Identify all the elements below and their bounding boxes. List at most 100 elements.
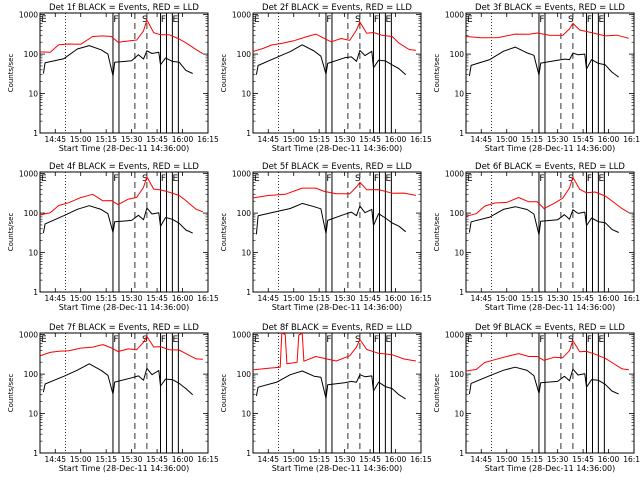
x-tick-label: 14:45 bbox=[470, 135, 492, 144]
panel-title: Det 9f BLACK = Events, RED = LLD bbox=[475, 323, 625, 333]
marker-label: F bbox=[161, 15, 166, 25]
x-tick-label: 15:15 bbox=[95, 294, 117, 303]
x-tick-label: 15:15 bbox=[308, 455, 330, 464]
marker-label: F bbox=[326, 174, 331, 184]
panel-title: Det 4f BLACK = Events, RED = LLD bbox=[49, 162, 199, 172]
marker-label: E bbox=[599, 335, 605, 345]
panel-title: Det 7f BLACK = Events, RED = LLD bbox=[49, 323, 199, 333]
x-tick-label: 14:45 bbox=[44, 455, 66, 464]
y-axis-label: Counts/sec bbox=[220, 213, 228, 252]
y-axis-label: Counts/sec bbox=[433, 54, 441, 93]
marker-label: E bbox=[386, 174, 392, 184]
x-tick-label: 16:00 bbox=[385, 135, 407, 144]
x-tick-label: 15:00 bbox=[70, 455, 92, 464]
x-tick-label: 16:15 bbox=[623, 455, 640, 464]
x-tick-label: 16:00 bbox=[598, 294, 620, 303]
y-tick-label: 1 bbox=[246, 288, 251, 297]
y-axis-label: Counts/sec bbox=[7, 374, 15, 413]
s-marker-label: S bbox=[355, 335, 361, 345]
x-tick-label: 15:45 bbox=[359, 135, 381, 144]
s-marker-label: S bbox=[142, 15, 148, 25]
marker-label: E bbox=[386, 335, 392, 345]
x-tick-label: 14:45 bbox=[470, 455, 492, 464]
x-tick-label: 16:15 bbox=[410, 135, 432, 144]
marker-label: F bbox=[587, 15, 592, 25]
x-tick-label: 16:15 bbox=[410, 455, 432, 464]
y-axis-label: Counts/sec bbox=[220, 54, 228, 93]
x-axis-label: Start Time (28-Dec-11 14:36:00) bbox=[59, 303, 190, 312]
y-tick-label: 10 bbox=[454, 249, 464, 258]
y-axis-label: Counts/sec bbox=[7, 213, 15, 252]
x-tick-label: 15:15 bbox=[521, 455, 543, 464]
y-axis-label: Counts/sec bbox=[433, 374, 441, 413]
events-series-line bbox=[42, 45, 193, 77]
y-tick-label: 100 bbox=[24, 209, 39, 218]
x-tick-label: 16:00 bbox=[172, 455, 194, 464]
y-tick-label: 10 bbox=[28, 90, 38, 99]
y-tick-label: 100 bbox=[24, 50, 39, 59]
x-tick-label: 15:45 bbox=[359, 455, 381, 464]
x-tick-label: 15:15 bbox=[308, 135, 330, 144]
marker-label: F bbox=[587, 174, 592, 184]
panel-title: Det 1f BLACK = Events, RED = LLD bbox=[49, 3, 199, 13]
panel-det-3: Det 3f BLACK = Events, RED = LLD Start Ti… bbox=[433, 3, 640, 153]
plot-frame bbox=[252, 171, 422, 293]
edge-marker-label: E bbox=[467, 335, 473, 345]
x-tick-label: 15:15 bbox=[521, 135, 543, 144]
events-series-line bbox=[255, 202, 407, 235]
panel-title: Det 6f BLACK = Events, RED = LLD bbox=[475, 162, 625, 172]
x-tick-label: 15:00 bbox=[496, 294, 518, 303]
panel-det-1: Det 1f BLACK = Events, RED = LLD Start Ti… bbox=[7, 3, 219, 153]
x-tick-label: 15:00 bbox=[70, 135, 92, 144]
lld-series-line bbox=[252, 332, 416, 371]
events-series-line bbox=[255, 44, 407, 76]
y-tick-label: 1 bbox=[33, 288, 38, 297]
x-axis-label: Start Time (28-Dec-11 14:36:00) bbox=[272, 144, 403, 153]
plot-frame bbox=[39, 171, 209, 293]
y-axis-label: Counts/sec bbox=[433, 213, 441, 252]
x-axis-label: Start Time (28-Dec-11 14:36:00) bbox=[485, 464, 616, 473]
x-tick-label: 14:45 bbox=[470, 294, 492, 303]
y-tick-label: 1000 bbox=[19, 11, 38, 20]
x-axis-label: Start Time (28-Dec-11 14:36:00) bbox=[59, 144, 190, 153]
x-tick-label: 15:15 bbox=[308, 294, 330, 303]
y-tick-label: 1 bbox=[459, 129, 464, 138]
lld-series-line bbox=[252, 21, 416, 53]
events-series-line bbox=[468, 206, 619, 236]
panel-det-5: Det 5f BLACK = Events, RED = LLD Start Ti… bbox=[220, 162, 432, 312]
x-tick-label: 16:00 bbox=[172, 294, 194, 303]
marker-label: F bbox=[113, 15, 118, 25]
events-series-line bbox=[42, 363, 194, 396]
x-tick-label: 15:45 bbox=[359, 294, 381, 303]
plot-frame bbox=[465, 171, 635, 293]
y-tick-label: 10 bbox=[241, 410, 251, 419]
panel-det-8: Det 8f BLACK = Events, RED = LLD Start Ti… bbox=[220, 323, 432, 473]
plot-frame bbox=[465, 332, 635, 454]
y-tick-label: 1 bbox=[33, 449, 38, 458]
y-tick-label: 100 bbox=[450, 209, 465, 218]
x-tick-label: 16:00 bbox=[172, 135, 194, 144]
y-tick-label: 10 bbox=[454, 410, 464, 419]
x-tick-label: 15:00 bbox=[283, 135, 305, 144]
y-tick-label: 100 bbox=[237, 370, 252, 379]
x-tick-label: 16:15 bbox=[197, 135, 219, 144]
x-tick-label: 15:00 bbox=[496, 455, 518, 464]
y-axis-label: Counts/sec bbox=[7, 54, 15, 93]
x-tick-label: 15:30 bbox=[547, 294, 569, 303]
panel-title: Det 5f BLACK = Events, RED = LLD bbox=[262, 162, 412, 172]
y-tick-label: 100 bbox=[450, 50, 465, 59]
x-tick-label: 15:30 bbox=[547, 455, 569, 464]
panel-det-9: Det 9f BLACK = Events, RED = LLD Start Ti… bbox=[433, 323, 640, 473]
y-tick-label: 1 bbox=[246, 449, 251, 458]
marker-label: F bbox=[539, 335, 544, 345]
edge-marker-label: E bbox=[254, 174, 260, 184]
marker-label: F bbox=[113, 335, 118, 345]
lld-series-line bbox=[39, 335, 203, 360]
plot-frame bbox=[465, 12, 635, 134]
panel-title: Det 8f BLACK = Events, RED = LLD bbox=[262, 323, 412, 333]
edge-marker-label: E bbox=[41, 174, 47, 184]
x-tick-label: 15:45 bbox=[146, 455, 168, 464]
y-tick-label: 10 bbox=[28, 410, 38, 419]
edge-marker-label: E bbox=[254, 15, 260, 25]
